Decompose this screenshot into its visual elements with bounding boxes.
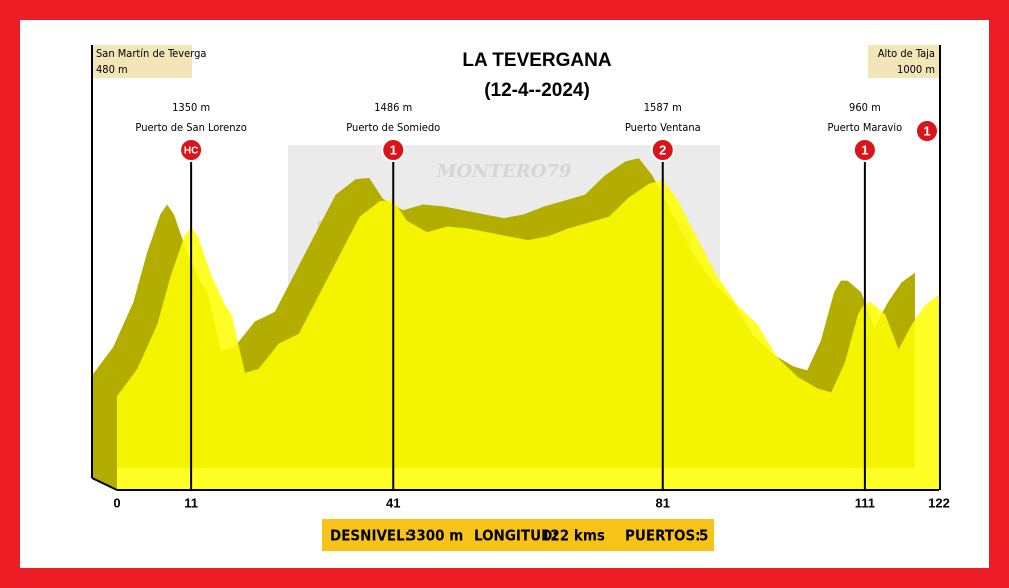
x-tick-label: 81 xyxy=(656,495,670,510)
category-badge xyxy=(381,138,406,162)
end-box xyxy=(868,45,939,78)
pass-elevation: 1486 m xyxy=(374,101,412,114)
profile-side xyxy=(92,374,117,490)
watermark-text: MONTERO79 xyxy=(436,161,572,182)
category-badge xyxy=(915,119,939,143)
summary-value: 3300 m xyxy=(407,527,463,545)
end-name: Alto de Taja xyxy=(878,47,935,60)
pass-elevation: 960 m xyxy=(849,101,881,114)
pass-name: Puerto Maravio xyxy=(828,121,903,134)
summary-value: 5 xyxy=(699,527,708,545)
category-badge xyxy=(852,138,877,162)
category-label: HC xyxy=(184,146,198,157)
start-box xyxy=(93,45,192,78)
chart-subtitle: (12-4--2024) xyxy=(484,80,590,101)
x-tick-label: 111 xyxy=(855,495,875,510)
category-badge xyxy=(179,138,204,162)
chart-title: LA TEVERGANA xyxy=(462,50,611,71)
x-tick-label: 122 xyxy=(928,495,950,510)
pass-name: Puerto Ventana xyxy=(625,121,701,134)
category-label: 1 xyxy=(861,142,868,157)
end-elevation: 1000 m xyxy=(897,63,935,76)
start-elevation: 480 m xyxy=(96,63,128,76)
x-tick-label: 41 xyxy=(386,495,400,510)
summary-label: LONGITUD: xyxy=(474,527,558,545)
plot xyxy=(91,45,941,491)
category-badge xyxy=(650,138,675,162)
category-label: 2 xyxy=(659,142,666,157)
pass-elevation: 1350 m xyxy=(172,101,210,114)
baseline xyxy=(91,477,118,491)
elevation-area xyxy=(117,180,939,490)
category-label: 1 xyxy=(390,142,397,157)
pass-name: Puerto de Somiedo xyxy=(346,121,440,134)
summary-value: 122 kms xyxy=(541,527,605,545)
x-tick-label: 11 xyxy=(184,495,198,510)
category-label: 1 xyxy=(923,123,930,138)
summary-label: DESNIVEL: xyxy=(330,527,410,545)
summary-label: PUERTOS: xyxy=(625,527,701,545)
x-tick-label: 0 xyxy=(113,495,120,510)
pass-name: Puerto de San Lorenzo xyxy=(135,121,246,134)
pass-elevation: 1587 m xyxy=(644,101,682,114)
start-name: San Martín de Teverga xyxy=(96,47,206,60)
summary-box xyxy=(322,519,714,551)
